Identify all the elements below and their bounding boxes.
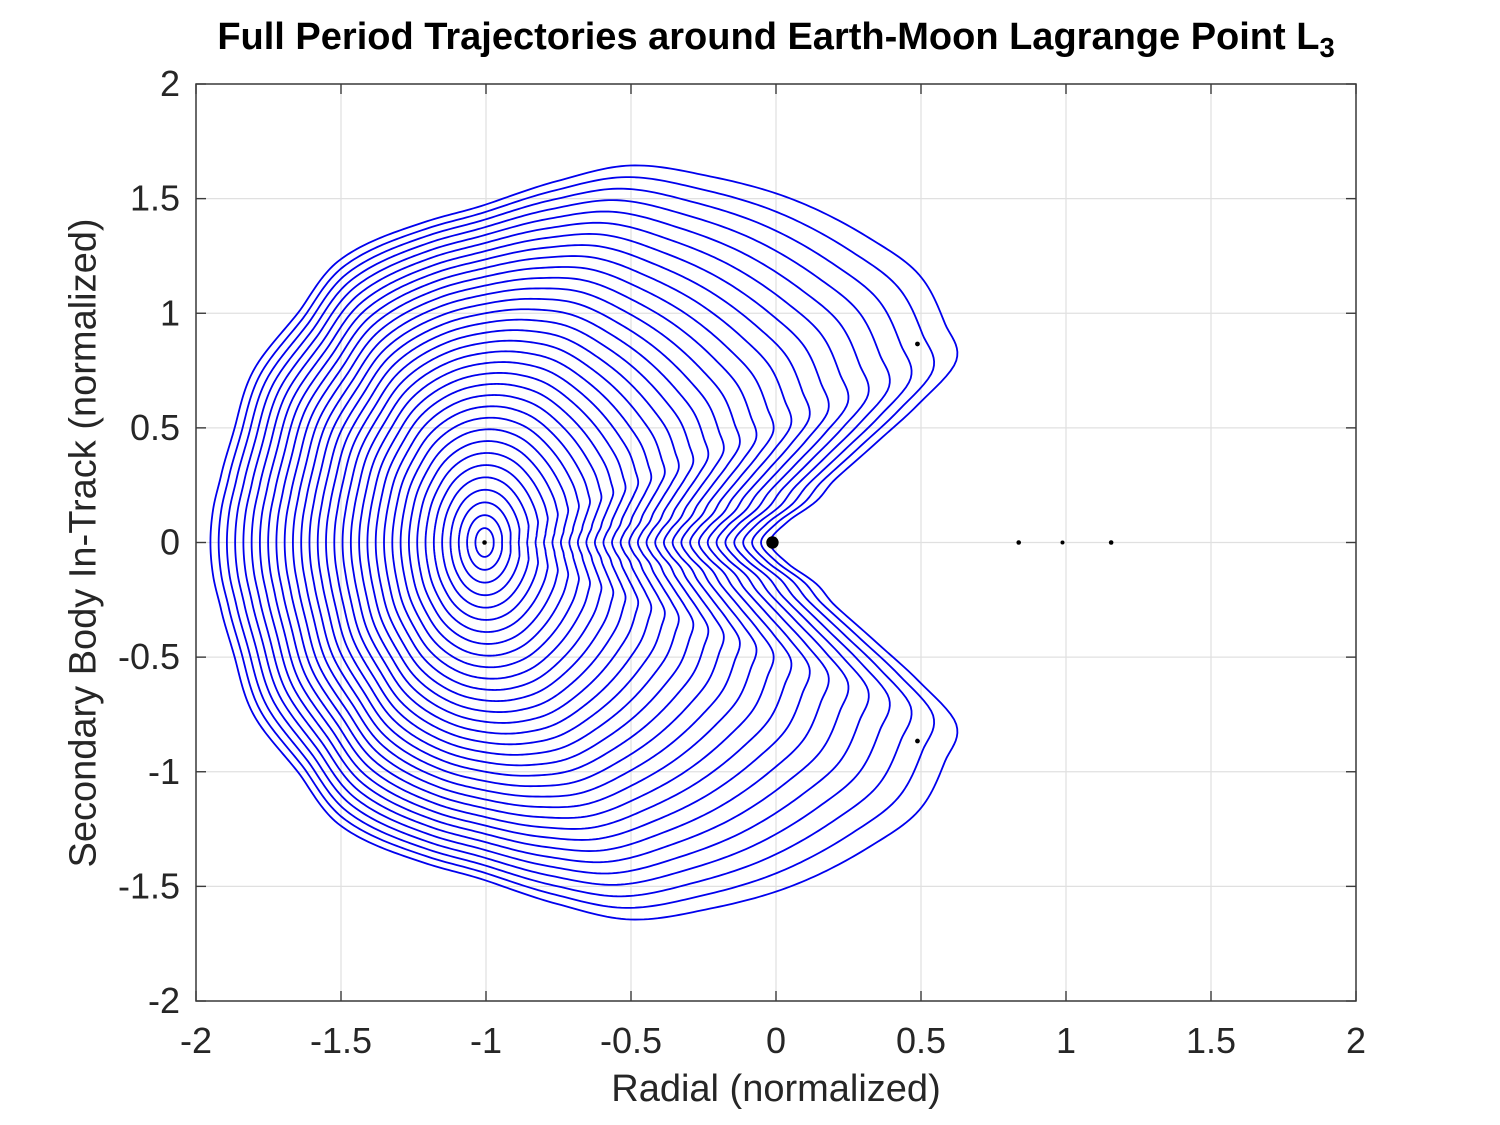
y-axis-label: Secondary Body In-Track (normalized) bbox=[62, 218, 105, 868]
y-tick-label: -2 bbox=[148, 980, 180, 1021]
trajectory-orbit bbox=[358, 361, 640, 724]
trajectory-orbit bbox=[466, 514, 503, 571]
tick-labels: -2 -1.5 -1 -0.5 0 0.5 1 1.5 2 -2 -1.5 -1 -0.5 0 0.5 1 1.… bbox=[118, 63, 1366, 1061]
y-tick-label: 0 bbox=[160, 522, 180, 563]
trajectory-orbit bbox=[333, 329, 680, 756]
trajectory-orbit bbox=[474, 527, 495, 558]
y-tick-label: 2 bbox=[160, 63, 180, 104]
y-tick-label: 0.5 bbox=[130, 407, 180, 448]
x-tick-label: -0.5 bbox=[600, 1020, 662, 1061]
trajectory-orbit bbox=[234, 199, 891, 886]
trajectory-orbit bbox=[408, 428, 570, 657]
y-tick-label: 1 bbox=[160, 292, 180, 333]
trajectory-orbit bbox=[292, 276, 758, 809]
x-axis-label: Radial (normalized) bbox=[611, 1068, 941, 1110]
x-tick-label: 2 bbox=[1346, 1020, 1366, 1061]
trajectory-orbit bbox=[283, 266, 775, 819]
y-tick-label: -1 bbox=[148, 751, 180, 792]
trajectory-orbit bbox=[441, 476, 530, 609]
y-tick-label: -1.5 bbox=[118, 865, 180, 906]
x-tick-label: 1.5 bbox=[1186, 1020, 1236, 1061]
marker-l4 bbox=[915, 341, 920, 347]
trajectory-orbit bbox=[457, 501, 512, 584]
chart-title-subscript: 3 bbox=[1319, 32, 1335, 64]
trajectory-orbit bbox=[325, 318, 695, 767]
trajectory-orbit bbox=[217, 176, 935, 909]
chart-title: Full Period Trajectories around Earth-Mo… bbox=[196, 16, 1356, 64]
trajectory-orbit bbox=[258, 233, 830, 852]
x-tick-label: 0 bbox=[766, 1020, 786, 1061]
trajectory-orbit bbox=[399, 416, 580, 669]
trajectory-orbit bbox=[449, 488, 521, 597]
trajectory-orbit bbox=[209, 164, 959, 921]
trajectory-orbit bbox=[374, 383, 615, 702]
trajectory-curves bbox=[209, 164, 959, 921]
y-tick-label: 1.5 bbox=[130, 178, 180, 219]
x-tick-label: -1 bbox=[470, 1020, 502, 1061]
trajectory-orbit bbox=[424, 452, 549, 633]
trajectory-orbit bbox=[267, 244, 811, 841]
trajectory-orbit bbox=[250, 221, 850, 864]
trajectory-orbit bbox=[275, 255, 793, 830]
marker-l1 bbox=[1016, 540, 1022, 545]
marker-l5 bbox=[915, 738, 920, 744]
marker-moon bbox=[1060, 540, 1065, 545]
trajectory-orbit bbox=[225, 187, 913, 898]
trajectory-orbit bbox=[391, 405, 591, 680]
trajectory-orbit bbox=[308, 297, 725, 788]
x-tick-label: -1.5 bbox=[310, 1020, 372, 1061]
x-tick-label: 0.5 bbox=[896, 1020, 946, 1061]
trajectory-orbit bbox=[416, 440, 559, 645]
point-markers bbox=[482, 341, 1114, 744]
trajectory-orbit bbox=[432, 464, 539, 621]
marker-earth bbox=[766, 536, 779, 549]
trajectory-orbit bbox=[242, 210, 870, 875]
marker-l3 bbox=[482, 540, 487, 545]
trajectory-orbit bbox=[383, 394, 603, 691]
axes-frame bbox=[195, 83, 1357, 1002]
x-tick-label: 1 bbox=[1056, 1020, 1076, 1061]
trajectory-orbit bbox=[316, 308, 710, 777]
chart-title-text: Full Period Trajectories around Earth-Mo… bbox=[217, 16, 1320, 58]
trajectory-orbit bbox=[341, 339, 666, 746]
trajectory-orbit bbox=[349, 350, 653, 735]
x-tick-label: -2 bbox=[180, 1020, 212, 1061]
y-tick-label: -0.5 bbox=[118, 636, 180, 677]
trajectory-orbit bbox=[300, 287, 741, 798]
marker-l2 bbox=[1108, 540, 1114, 545]
trajectory-orbit bbox=[366, 372, 627, 713]
